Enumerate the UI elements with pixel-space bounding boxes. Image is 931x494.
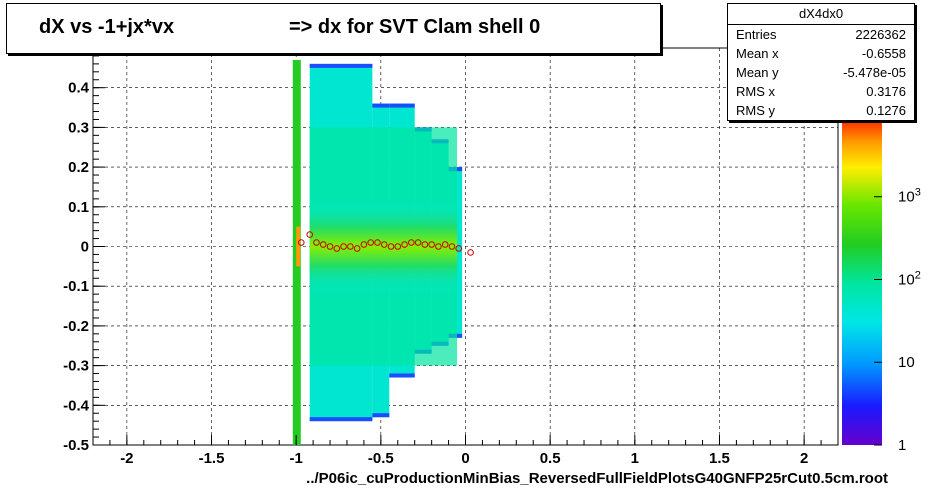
profile-point xyxy=(455,245,463,252)
stats-row-entries: Entries 2226362 xyxy=(736,25,906,44)
x-axis-label: ../P06ic_cuProductionMinBias_ReversedFul… xyxy=(306,470,888,487)
profile-point xyxy=(401,241,408,248)
y-tick-label: 0.3 xyxy=(68,119,89,136)
profile-point xyxy=(326,243,334,250)
x-tick-label: -1.5 xyxy=(199,450,225,467)
heatmap-edge xyxy=(372,413,390,418)
stats-row-rms-y: RMS y 0.1276 xyxy=(736,101,906,120)
colorbar xyxy=(842,122,882,445)
colorbar-tick-label: 1 xyxy=(898,437,906,454)
stats-row-mean-x: Mean x -0.6558 xyxy=(736,44,906,63)
profile-point xyxy=(313,239,320,246)
heatmap-edge xyxy=(372,103,390,108)
title-right: => dx for SVT Clam shell 0 xyxy=(289,16,541,38)
title-left: dX vs -1+jx*vx xyxy=(39,16,175,38)
profile-point xyxy=(360,241,368,248)
x-tick-label: -1 xyxy=(290,450,303,467)
profile-point xyxy=(467,249,474,256)
stats-row-mean-y: Mean y -5.478e-05 xyxy=(736,63,906,82)
profile-markers xyxy=(297,231,474,256)
profile-point xyxy=(367,239,374,246)
heatmap xyxy=(292,59,463,445)
x-tick-label: 0.5 xyxy=(540,450,561,467)
colorbar-tick-label: 10 xyxy=(898,354,915,371)
profile-point xyxy=(394,243,402,250)
heatmap-edge xyxy=(389,373,415,378)
profile-point xyxy=(297,239,305,246)
y-tick-label: 0 xyxy=(81,239,89,256)
stats-label: Mean x xyxy=(736,46,779,61)
x-tick-label: 2 xyxy=(800,450,808,467)
stats-label: RMS y xyxy=(736,103,775,118)
profile-point xyxy=(435,243,442,250)
y-tick-label: 0.1 xyxy=(68,199,89,216)
stats-row-rms-x: RMS x 0.3176 xyxy=(736,82,906,101)
heatmap-edge xyxy=(309,63,373,68)
stats-value: -0.6558 xyxy=(861,46,906,61)
heatmap-peak xyxy=(296,226,301,267)
profile-point xyxy=(414,239,422,246)
profile-point xyxy=(347,243,354,250)
profile-point xyxy=(319,241,327,248)
profile-point xyxy=(380,241,388,248)
profile-point xyxy=(387,243,395,250)
axes: -2 -1.5 -1 -0.5 0 0.5 1 1.5 2 -0.5 -0.4 -0.3 -0.2 -0.… xyxy=(63,55,822,467)
colorbar-tick-label: 102 xyxy=(898,269,921,288)
heatmap-edge xyxy=(389,103,415,108)
profile-point xyxy=(306,231,314,238)
stats-value: 0.1276 xyxy=(866,103,906,118)
profile-point xyxy=(340,243,347,250)
stats-value: -5.478e-05 xyxy=(843,65,906,80)
x-tick-label: 1 xyxy=(631,450,639,467)
stats-label: Mean y xyxy=(736,65,779,80)
y-tick-label: 0.4 xyxy=(68,80,90,97)
colorbar-tick-label: 103 xyxy=(898,187,921,206)
profile-point xyxy=(408,239,415,246)
title-box: dX vs -1+jx*vx => dx for SVT Clam shell … xyxy=(6,3,661,54)
y-tick-label: -0.1 xyxy=(63,278,89,295)
stats-value: 2226362 xyxy=(855,27,906,42)
profile-point xyxy=(428,241,435,248)
stats-box: dX4dx0 Entries 2226362 Mean x -0.6558 Me… xyxy=(727,3,915,121)
x-tick-label: 1.5 xyxy=(709,450,730,467)
heatmap-band xyxy=(309,198,458,295)
y-tick-label: -0.5 xyxy=(63,437,89,454)
x-tick-label: -2 xyxy=(120,450,133,467)
y-tick-label: -0.4 xyxy=(63,397,90,414)
profile-point xyxy=(448,243,456,250)
stats-name: dX4dx0 xyxy=(728,4,914,25)
profile-point xyxy=(333,245,341,252)
heatmap-edge xyxy=(309,417,373,422)
colorbar-labels: 1 10 102 103 xyxy=(874,187,921,454)
profile-point xyxy=(421,241,429,248)
stats-label: Entries xyxy=(736,27,777,42)
stats-value: 0.3176 xyxy=(866,84,906,99)
profile-point xyxy=(441,241,449,248)
y-tick-label: 0.2 xyxy=(68,159,89,176)
profile-point xyxy=(353,245,361,252)
stats-label: RMS x xyxy=(736,84,775,99)
profile-point xyxy=(374,239,381,246)
y-tick-label: -0.3 xyxy=(63,358,89,375)
x-tick-label: -0.5 xyxy=(368,450,394,467)
x-tick-label: 0 xyxy=(461,450,469,467)
y-tick-label: -0.2 xyxy=(63,318,89,335)
